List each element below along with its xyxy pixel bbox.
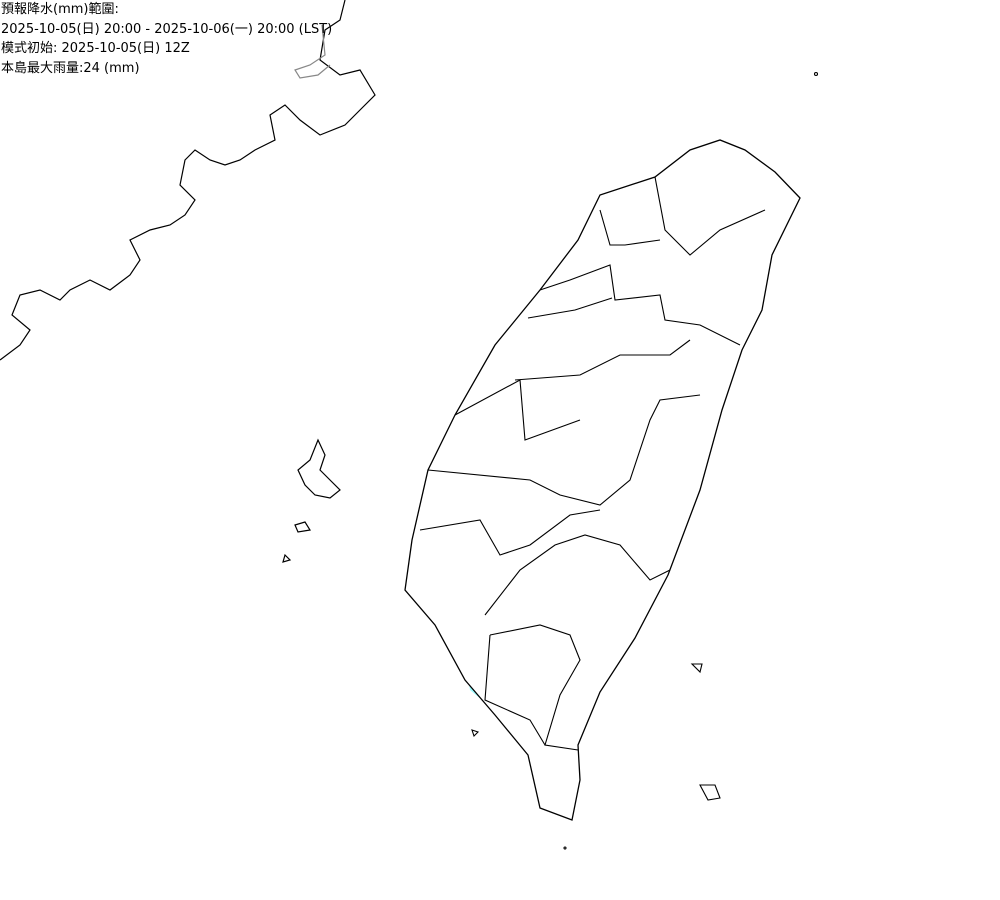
penghu-islands xyxy=(282,438,341,563)
small-islands xyxy=(471,71,819,850)
max-rainfall: 本島最大雨量:24 (mm) xyxy=(1,60,140,76)
forecast-period: 2025-10-05(日) 20:00 - 2025-10-06(一) 20:0… xyxy=(1,21,333,37)
forecast-title: 預報降水(mm)範圍: xyxy=(1,2,119,17)
border-line xyxy=(294,24,331,79)
map-header: 預報降水(mm)範圍: 2025-10-05(日) 20:00 - 2025-1… xyxy=(1,0,332,78)
taiwan-coastline xyxy=(404,139,801,821)
model-init-time: 模式初始: 2025-10-05(日) 12Z xyxy=(1,41,190,56)
china-coastline xyxy=(0,0,376,361)
county-boundaries xyxy=(419,176,766,751)
